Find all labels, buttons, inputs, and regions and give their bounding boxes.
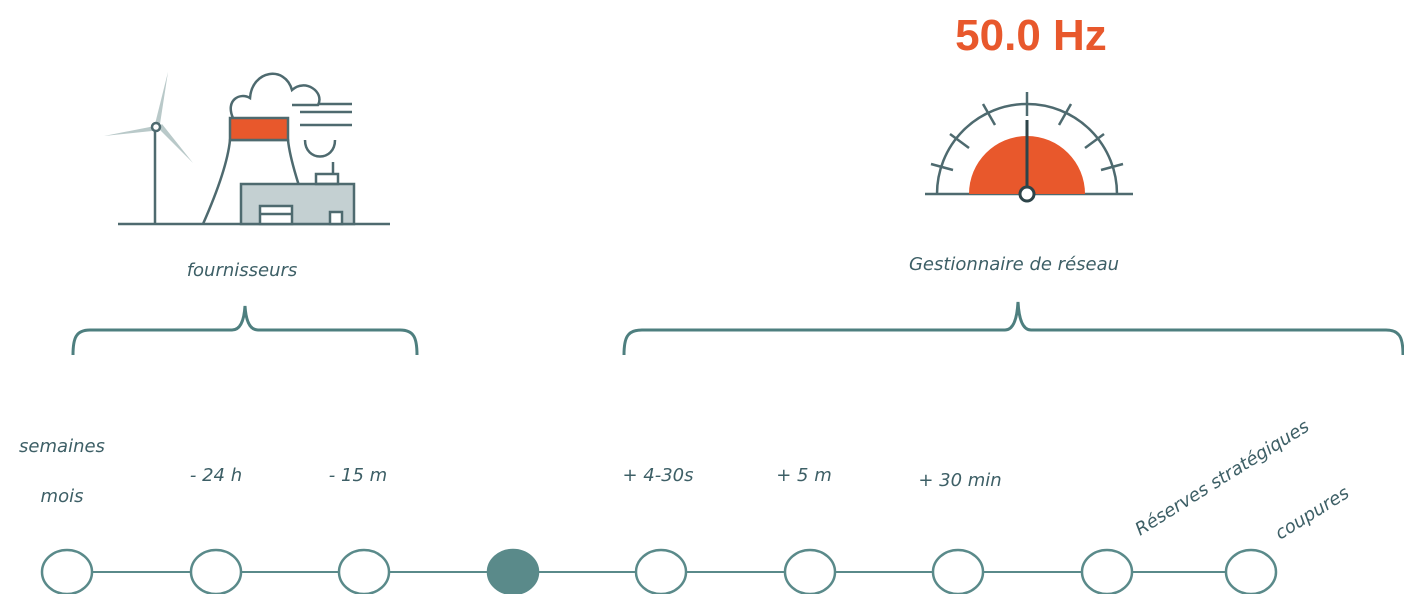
timeline-label: + 5 m [776, 465, 832, 486]
group-label: fournisseurs [187, 260, 298, 281]
group-label: Gestionnaire de réseau [909, 254, 1119, 275]
brace [73, 306, 417, 355]
frequency: 50.0 Hz [955, 11, 1107, 60]
timeline-label: mois [41, 486, 84, 507]
timeline-node [42, 550, 92, 594]
timeline-label: semaines [19, 436, 105, 457]
timeline: semaines mois - 24 h - 15 m + 4-30s + 5 m + 30… [19, 416, 1353, 594]
timeline-node [785, 550, 835, 594]
diagram: 50.0 Hz fournisseurs Gestionnaire de rés… [0, 0, 1404, 594]
timeline-node-active [488, 550, 538, 594]
timeline-node [339, 550, 389, 594]
timeline-label: - 15 m [329, 465, 387, 486]
timeline-label: - 24 h [190, 465, 242, 486]
supplier-icon [104, 72, 390, 224]
timeline-node [1082, 550, 1132, 594]
timeline-node [636, 550, 686, 594]
timeline-label: + 4-30s [622, 465, 693, 486]
timeline-label: coupures [1272, 482, 1354, 544]
timeline-label: + 30 min [918, 470, 1001, 491]
brace [624, 302, 1403, 355]
timeline-node [933, 550, 983, 594]
gauge-icon [925, 92, 1133, 201]
timeline-node [1226, 550, 1276, 594]
timeline-node [191, 550, 241, 594]
